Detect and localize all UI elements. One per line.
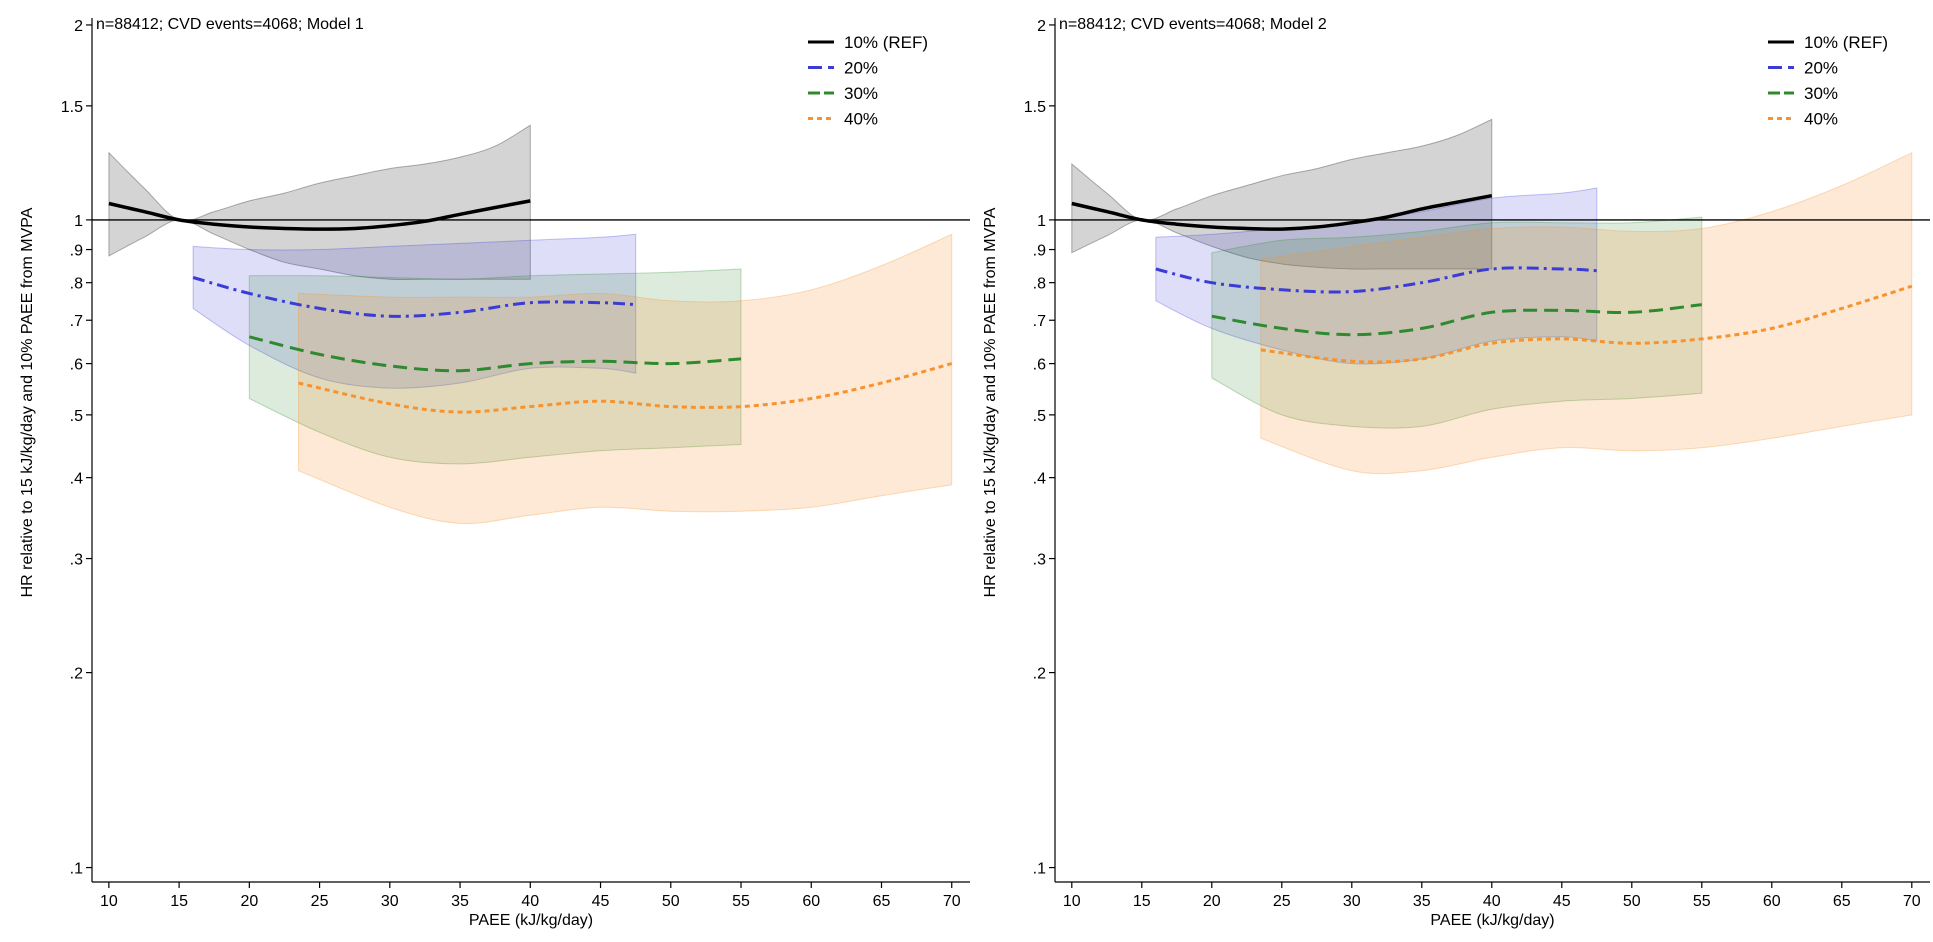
series-line-2 [192, 276, 636, 318]
y-tick-label: .2 [1033, 666, 1046, 683]
y-tick-label: .5 [1033, 408, 1046, 425]
legend-label-1: 10% (REF) [844, 33, 928, 52]
x-tick-label: 70 [1903, 893, 1921, 910]
x-tick-label: 20 [1203, 893, 1221, 910]
x-tick-label: 55 [1693, 893, 1711, 910]
x-tick-label: 50 [1623, 893, 1641, 910]
panel-2: 2 1.5 1 .9 .8 .7 .6 .5 .4 .3 .2 .1 10 15 20 25 30 35 40 45 5… [982, 16, 1930, 929]
x-tick-label: 30 [1343, 893, 1361, 910]
legend-label-1: 10% (REF) [1804, 33, 1888, 52]
x-tick-label: 70 [943, 893, 961, 910]
y-tick-label: .7 [1033, 313, 1046, 330]
x-axis-title: PAEE (kJ/kg/day) [1430, 912, 1554, 929]
x-tick-label: 50 [662, 893, 680, 910]
y-tick-label: .8 [1033, 276, 1046, 293]
legend-label-2: 20% [844, 59, 878, 78]
y-tick-label: .3 [70, 552, 83, 569]
y-axis-title: HR relative to 15 kJ/kg/day and 10% PAEE… [19, 207, 36, 597]
x-tick-label: 55 [732, 893, 750, 910]
series-line-4 [298, 362, 953, 414]
y-tick-label: 1.5 [1024, 99, 1046, 116]
y-tick-label: .4 [1033, 471, 1046, 488]
x-tick-label: 10 [1063, 893, 1081, 910]
ci-band-series-4 [1260, 151, 1913, 475]
legend-label-3: 30% [1804, 84, 1838, 103]
x-tick-label: 30 [381, 893, 399, 910]
series-line-4 [1260, 284, 1913, 364]
x-axis-title: PAEE (kJ/kg/day) [469, 912, 593, 929]
y-tick-label: .2 [70, 666, 83, 683]
legend: 10% (REF) 20% 30% 40% [808, 33, 928, 129]
y-tick-label: .5 [70, 408, 83, 425]
x-tick-label: 25 [311, 893, 329, 910]
y-tick-label: 1 [1037, 213, 1046, 230]
panel-title: n=88412; CVD events=4068; Model 1 [96, 16, 364, 33]
x-tick-label: 35 [1413, 893, 1431, 910]
series-line-2 [1155, 266, 1597, 294]
y-tick-label: .3 [1033, 552, 1046, 569]
legend-label-3: 30% [844, 84, 878, 103]
ci-band-series-4 [298, 233, 953, 525]
y-tick-label: .1 [70, 861, 83, 878]
x-tick-label: 35 [451, 893, 469, 910]
panel-title: n=88412; CVD events=4068; Model 2 [1059, 16, 1327, 33]
y-tick-label: .1 [1033, 861, 1046, 878]
y-tick-label: .6 [70, 357, 83, 374]
y-tick-label: .9 [1033, 243, 1046, 260]
y-tick-label: 1 [74, 213, 83, 230]
x-tick-label: 15 [1133, 893, 1151, 910]
plot-area [92, 124, 970, 525]
y-axis-title: HR relative to 15 kJ/kg/day and 10% PAEE… [982, 207, 999, 597]
y-tick-label: .7 [70, 313, 83, 330]
legend-label-4: 40% [1804, 110, 1838, 129]
y-tick-label: 2 [74, 18, 83, 35]
panel-1: 2 1.5 1 .9 .8 .7 .6 .5 .4 .3 .2 .1 10 15 20 25 30 35 40 45 5… [19, 16, 970, 929]
y-tick-label: 1.5 [61, 99, 83, 116]
x-tick-label: 15 [170, 893, 188, 910]
plot-area [1055, 118, 1930, 475]
y-tick-label: .4 [70, 471, 83, 488]
series-line-1 [1071, 193, 1493, 231]
y-tick-label: .6 [1033, 357, 1046, 374]
ci-band-series-3 [248, 268, 742, 465]
ci-band-series-1 [108, 124, 531, 280]
legend-label-2: 20% [1804, 59, 1838, 78]
x-tick-label: 40 [1483, 893, 1501, 910]
x-tick-label: 65 [1833, 893, 1851, 910]
x-tick-label: 60 [1763, 893, 1781, 910]
y-tick-label: .8 [70, 276, 83, 293]
x-tick-label: 25 [1273, 893, 1291, 910]
x-tick-label: 10 [100, 893, 118, 910]
ci-band-series-1 [1071, 118, 1493, 270]
x-tick-label: 45 [592, 893, 610, 910]
y-tick-label: .9 [70, 243, 83, 260]
x-tick-label: 65 [873, 893, 891, 910]
x-tick-label: 60 [802, 893, 820, 910]
legend-label-4: 40% [844, 110, 878, 129]
y-tick-label: 2 [1037, 18, 1046, 35]
series-line-1 [108, 199, 531, 231]
x-tick-label: 45 [1553, 893, 1571, 910]
x-tick-label: 20 [240, 893, 258, 910]
x-tick-label: 40 [521, 893, 539, 910]
legend: 10% (REF) 20% 30% 40% [1768, 33, 1888, 129]
